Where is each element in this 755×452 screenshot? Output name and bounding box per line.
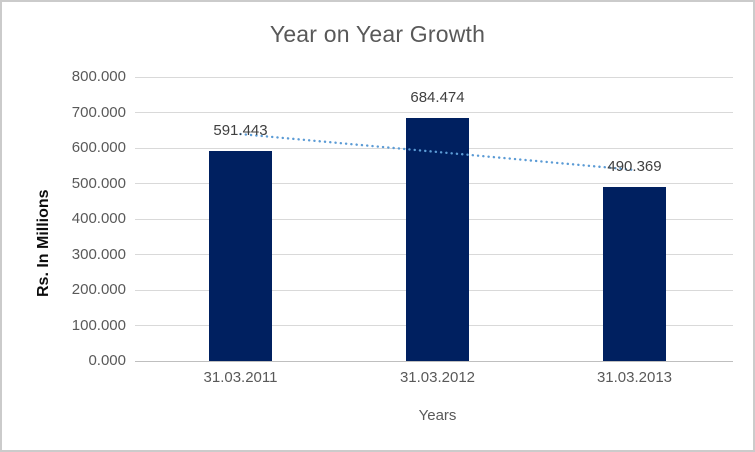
- y-axis-tick-label: 100.000: [71, 316, 126, 334]
- bar-31.03.2012: [406, 118, 469, 361]
- data-label-31.03.2011: 591.443: [213, 122, 268, 140]
- chart-title: Year on Year Growth: [269, 21, 486, 47]
- gridline: [135, 76, 733, 78]
- bar-31.03.2013: [603, 186, 666, 361]
- y-axis-tick-label: 700.000: [71, 103, 126, 121]
- trendline-layer: [239, 132, 636, 172]
- data-label-31.03.2012: 684.474: [410, 89, 465, 106]
- category-label-31.03.2012: 31.03.2012: [399, 369, 476, 386]
- category-label-31.03.2013: 31.03.2013: [596, 369, 673, 386]
- bar-31.03.2011: [209, 151, 272, 361]
- y-axis-tick-label: 500.000: [71, 174, 126, 192]
- gridline: [135, 112, 733, 113]
- x-axis-line: [135, 360, 733, 362]
- y-axis-tick-label: 400.000: [71, 210, 126, 227]
- data-label-31.03.2013: 490.369: [607, 157, 662, 175]
- y-axis-tick-label: 600.000: [71, 139, 126, 156]
- y-axis-tick-label: 300.000: [71, 245, 126, 263]
- y-axis-title: Rs. In Millions: [35, 189, 52, 297]
- y-axis-tick-label: 800.000: [71, 68, 126, 85]
- plot-area: 591.443 684.474 490.369: [135, 76, 733, 362]
- x-axis-title: Years: [418, 407, 457, 424]
- y-axis-tick-label: 200.000: [71, 281, 126, 298]
- category-label-31.03.2011: 31.03.2011: [203, 369, 278, 386]
- trendline: [239, 132, 636, 172]
- y-axis-tick-label: 0.000: [88, 352, 126, 369]
